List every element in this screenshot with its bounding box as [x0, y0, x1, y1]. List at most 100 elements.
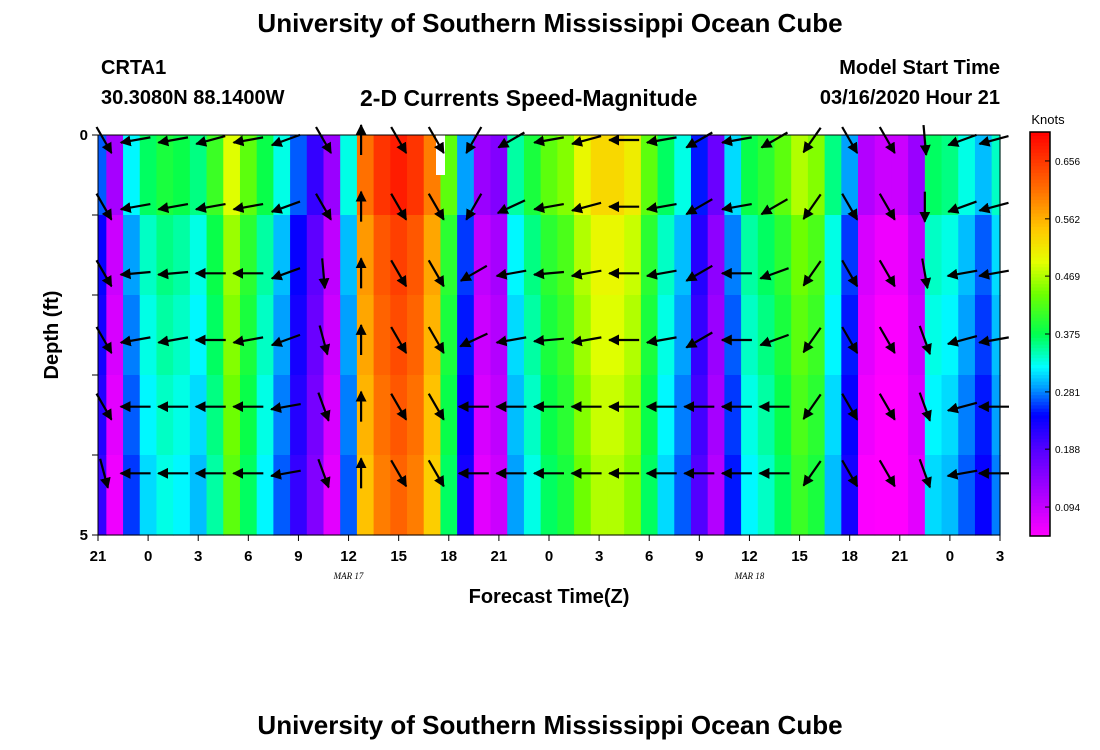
current-vector-arrow	[841, 126, 859, 154]
current-vector-arrow	[427, 393, 445, 421]
current-vector-arrow	[318, 325, 331, 356]
colorbar-segment	[1030, 307, 1050, 312]
x-tick-label: 0	[545, 548, 553, 565]
current-vector-arrow	[95, 393, 113, 421]
current-vector-arrow	[99, 458, 111, 489]
heatmap-cell	[757, 295, 776, 376]
colorbar-segment	[1030, 458, 1050, 463]
colorbar-segment	[1030, 270, 1050, 274]
colorbar-segment	[1030, 293, 1050, 298]
heatmap-cell	[440, 375, 458, 456]
heatmap-cell	[340, 135, 358, 216]
colorbar-segment	[1030, 485, 1050, 490]
x-axis-label: Forecast Time(Z)	[469, 586, 630, 608]
heatmap-cell	[757, 135, 776, 216]
heatmap-cell	[841, 455, 859, 536]
x-tick-label: 6	[244, 548, 252, 565]
colorbar-segment	[1030, 360, 1050, 365]
current-vector-arrow	[465, 193, 483, 221]
heatmap-cell	[239, 455, 258, 536]
heatmap-cell	[924, 135, 943, 216]
heatmap-cell	[741, 455, 759, 536]
colorbar-segment	[1030, 461, 1050, 466]
current-vector-arrow	[119, 335, 151, 347]
heatmap-cell	[941, 215, 959, 296]
current-vector-arrow	[920, 258, 932, 290]
heatmap-cell	[640, 295, 659, 376]
current-vector-arrow	[270, 333, 301, 347]
current-vector-arrow	[802, 127, 822, 154]
heatmap-cell	[624, 375, 642, 456]
colorbar-segment	[1030, 394, 1050, 399]
heatmap-cell	[824, 375, 842, 456]
colorbar-segment	[1030, 219, 1050, 224]
colorbar-segment	[1030, 236, 1050, 241]
current-vector-arrow	[195, 135, 226, 147]
current-vector-arrow	[947, 200, 977, 214]
colorbar-segment	[1030, 397, 1050, 402]
heatmap-cell	[373, 135, 391, 216]
x-tick-label: 18	[841, 548, 858, 565]
heatmap-cell	[607, 215, 625, 296]
heatmap-cell	[824, 455, 842, 536]
colorbar-segment	[1030, 344, 1050, 349]
current-vector-arrow	[721, 135, 752, 147]
colorbar-segment	[1030, 502, 1050, 507]
x-tick-label: 15	[791, 548, 808, 565]
heatmap-cell	[490, 455, 508, 536]
colorbar-segment	[1030, 226, 1050, 231]
heatmap-cell	[273, 295, 291, 376]
heatmap-cell	[407, 295, 425, 376]
current-vector-arrow	[270, 133, 301, 147]
footer-title: University of Southern Mississippi Ocean…	[257, 710, 843, 740]
heatmap-cell	[841, 375, 859, 456]
current-vector-arrow	[95, 326, 113, 354]
heatmap-cell	[490, 295, 508, 376]
colorbar-segment	[1030, 310, 1050, 315]
current-vector-arrow	[878, 459, 896, 488]
heatmap-cell	[323, 135, 341, 216]
current-vector-arrow	[759, 267, 789, 281]
current-vector-arrow	[978, 268, 1009, 280]
colorbar-segment	[1030, 132, 1050, 136]
colorbar-segment	[1030, 233, 1050, 237]
heatmap-cell	[741, 375, 759, 456]
heatmap-cell	[741, 135, 759, 216]
heatmap-cell	[540, 215, 558, 296]
heatmap-cell	[607, 375, 625, 456]
heatmap-cell	[824, 135, 842, 216]
heatmap-cell	[574, 215, 592, 296]
heatmap-cell	[373, 375, 391, 456]
colorbar-segment	[1030, 239, 1050, 244]
heatmap-cell	[173, 215, 191, 296]
heatmap-cell	[958, 135, 976, 216]
heatmap-cell	[707, 375, 725, 456]
heatmap-cell	[590, 375, 609, 456]
colorbar-segment	[1030, 488, 1050, 493]
colorbar-segment	[1030, 495, 1050, 500]
current-vector-arrow	[802, 393, 822, 420]
heatmap-cell	[674, 135, 692, 216]
current-vector-arrow	[390, 126, 408, 154]
current-vector-arrow	[157, 135, 189, 147]
current-vector-arrow	[802, 193, 822, 220]
heatmap-cell	[891, 455, 909, 536]
colorbar-segment	[1030, 296, 1050, 301]
heatmap-cell	[457, 135, 475, 216]
colorbar-segment	[1030, 384, 1050, 389]
heatmap-cell	[306, 135, 325, 216]
heatmap-cell	[574, 375, 592, 456]
heatmap-cell	[891, 215, 909, 296]
current-vector-arrow	[878, 259, 896, 288]
colorbar-segment	[1030, 246, 1050, 251]
heatmap-cell	[223, 135, 241, 216]
heatmap-cell	[640, 455, 659, 536]
heatmap-cell	[724, 455, 742, 536]
heatmap-cell	[457, 215, 475, 296]
heatmap-cell	[841, 295, 859, 376]
current-vector-arrow	[645, 135, 677, 147]
heatmap-cell	[891, 375, 909, 456]
colorbar-segment	[1030, 347, 1050, 352]
current-vector-arrow	[459, 264, 488, 282]
heatmap-cell	[223, 215, 241, 296]
